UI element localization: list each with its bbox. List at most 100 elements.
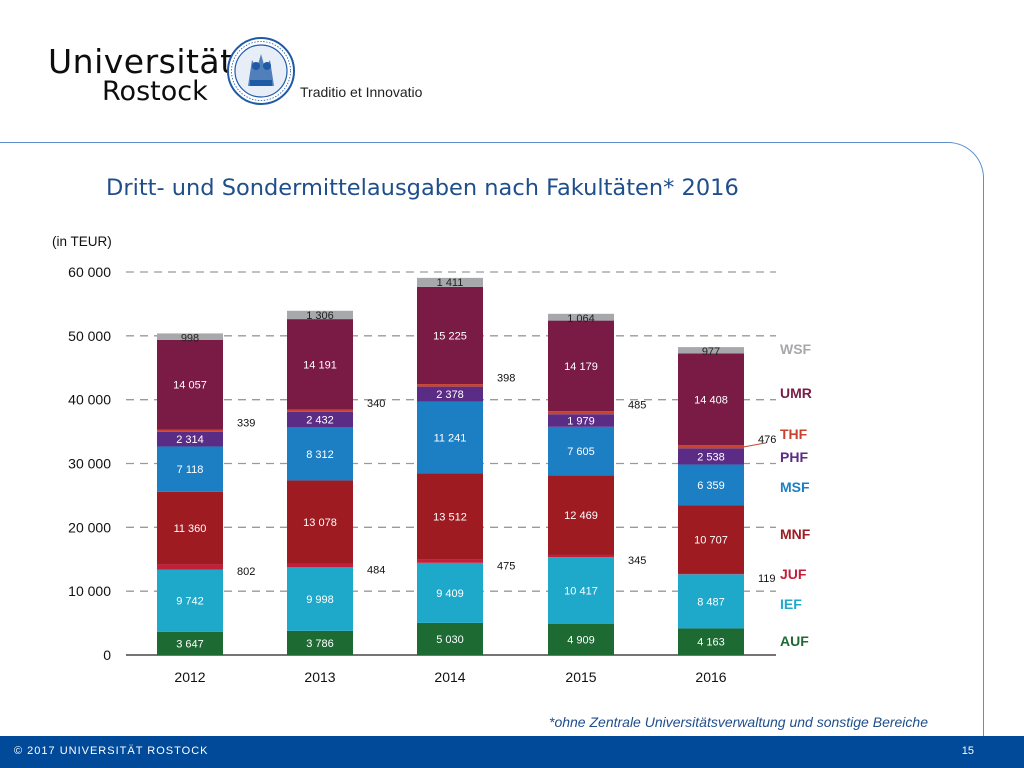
bar-segment [548, 426, 614, 476]
bar-segment [287, 563, 353, 568]
bar-segment [548, 557, 614, 624]
bar-segment [157, 569, 223, 632]
y-tick-label: 50 000 [68, 328, 111, 344]
bar-segment [157, 491, 223, 565]
y-tick-label: 30 000 [68, 456, 111, 472]
data-label: 10 417 [564, 585, 598, 597]
data-label: 2 378 [436, 389, 464, 401]
bar-segment [417, 277, 483, 287]
logo-city-text: Rostock [102, 76, 208, 107]
legend-label: THF [780, 426, 808, 442]
data-label: 7 118 [177, 464, 204, 476]
data-label: 4 909 [567, 634, 595, 646]
data-label: 977 [702, 346, 720, 358]
legend-label: MSF [780, 479, 810, 495]
bar-segment [417, 401, 483, 474]
y-tick-label: 0 [103, 647, 111, 663]
data-label: 14 408 [694, 394, 728, 406]
bar-segment [417, 562, 483, 623]
bar-segment [287, 427, 353, 481]
slide-title: Dritt- und Sondermittelausgaben nach Fak… [106, 175, 739, 201]
bar-segment [548, 554, 614, 558]
x-tick-label: 2016 [695, 669, 726, 685]
data-label: 15 225 [433, 330, 467, 342]
bar-segment [548, 313, 614, 321]
unit-label: (in TEUR) [52, 234, 112, 249]
data-label: 12 469 [564, 510, 598, 522]
data-label: 2 538 [697, 451, 725, 463]
data-label: 9 998 [306, 594, 334, 606]
data-label: 6 359 [697, 480, 725, 492]
bar-segment [548, 414, 614, 427]
data-label: 14 191 [303, 359, 337, 371]
data-label: 8 487 [697, 596, 725, 608]
data-label: 11 360 [174, 523, 207, 535]
legend-label: PHF [780, 449, 808, 465]
bar-segment [678, 628, 744, 655]
legend-label: JUF [780, 566, 807, 582]
data-label: 802 [237, 566, 255, 578]
data-label: 345 [628, 555, 646, 567]
data-label: 14 179 [564, 361, 598, 373]
data-label: 3 786 [306, 638, 334, 650]
leader-line [743, 442, 767, 448]
bar-segment [157, 339, 223, 430]
bar-segment [548, 411, 614, 415]
data-label: 476 [758, 434, 776, 446]
bar-segment [287, 411, 353, 428]
data-label: 398 [497, 372, 515, 384]
data-label: 339 [237, 418, 255, 430]
data-label: 11 241 [434, 433, 467, 445]
data-label: 1 979 [567, 416, 595, 428]
bar-segment [287, 567, 353, 631]
data-label: 119 [758, 573, 776, 585]
bar-segment [678, 505, 744, 574]
legend-label: IEF [780, 596, 802, 612]
bar-segment [417, 622, 483, 655]
bar-segment [678, 347, 744, 354]
x-tick-label: 2015 [565, 669, 596, 685]
data-label: 14 057 [173, 380, 207, 392]
data-label: 5 030 [436, 634, 464, 646]
bar-segment [678, 464, 744, 506]
university-logo: Universität Rostock Traditio et Innovati… [48, 37, 428, 118]
x-tick-label: 2014 [434, 669, 465, 685]
bar-segment [287, 630, 353, 655]
bar-segment [157, 564, 223, 570]
logo-motto-text: Traditio et Innovatio [300, 84, 423, 100]
bar-segment [417, 286, 483, 385]
bar-segment [678, 574, 744, 629]
footnote: *ohne Zentrale Universitätsverwaltung un… [549, 714, 928, 730]
data-label: 340 [367, 398, 385, 410]
bar-segment [287, 409, 353, 412]
y-tick-label: 10 000 [68, 583, 111, 599]
x-tick-label: 2012 [174, 669, 205, 685]
bar-segment [678, 445, 744, 449]
y-tick-label: 40 000 [68, 392, 111, 408]
data-label: 9 742 [176, 596, 204, 608]
bar-segment [678, 448, 744, 465]
data-label: 2 314 [176, 434, 204, 446]
data-label: 10 707 [694, 534, 728, 546]
data-label: 2 432 [306, 415, 334, 427]
bar-segment [678, 573, 744, 575]
data-label: 9 409 [436, 588, 464, 600]
bar-segment [417, 386, 483, 402]
data-label: 8 312 [306, 449, 334, 461]
data-label: 998 [181, 332, 199, 344]
bar-segment [287, 310, 353, 320]
bar-segment [287, 480, 353, 564]
bar-segment [548, 623, 614, 655]
bar-segment [417, 473, 483, 560]
bar-segment [417, 559, 483, 563]
footer-copyright: © 2017 UNIVERSITÄT ROSTOCK [14, 745, 209, 757]
bar-segment [157, 446, 223, 492]
y-tick-label: 60 000 [68, 264, 111, 280]
data-label: 13 078 [303, 517, 337, 529]
university-seal-icon [227, 37, 295, 105]
y-tick-label: 20 000 [68, 519, 111, 535]
bar-segment [548, 475, 614, 555]
data-label: 1 411 [437, 277, 464, 289]
bar-segment [157, 631, 223, 655]
logo-university-text: Universität [48, 42, 234, 81]
